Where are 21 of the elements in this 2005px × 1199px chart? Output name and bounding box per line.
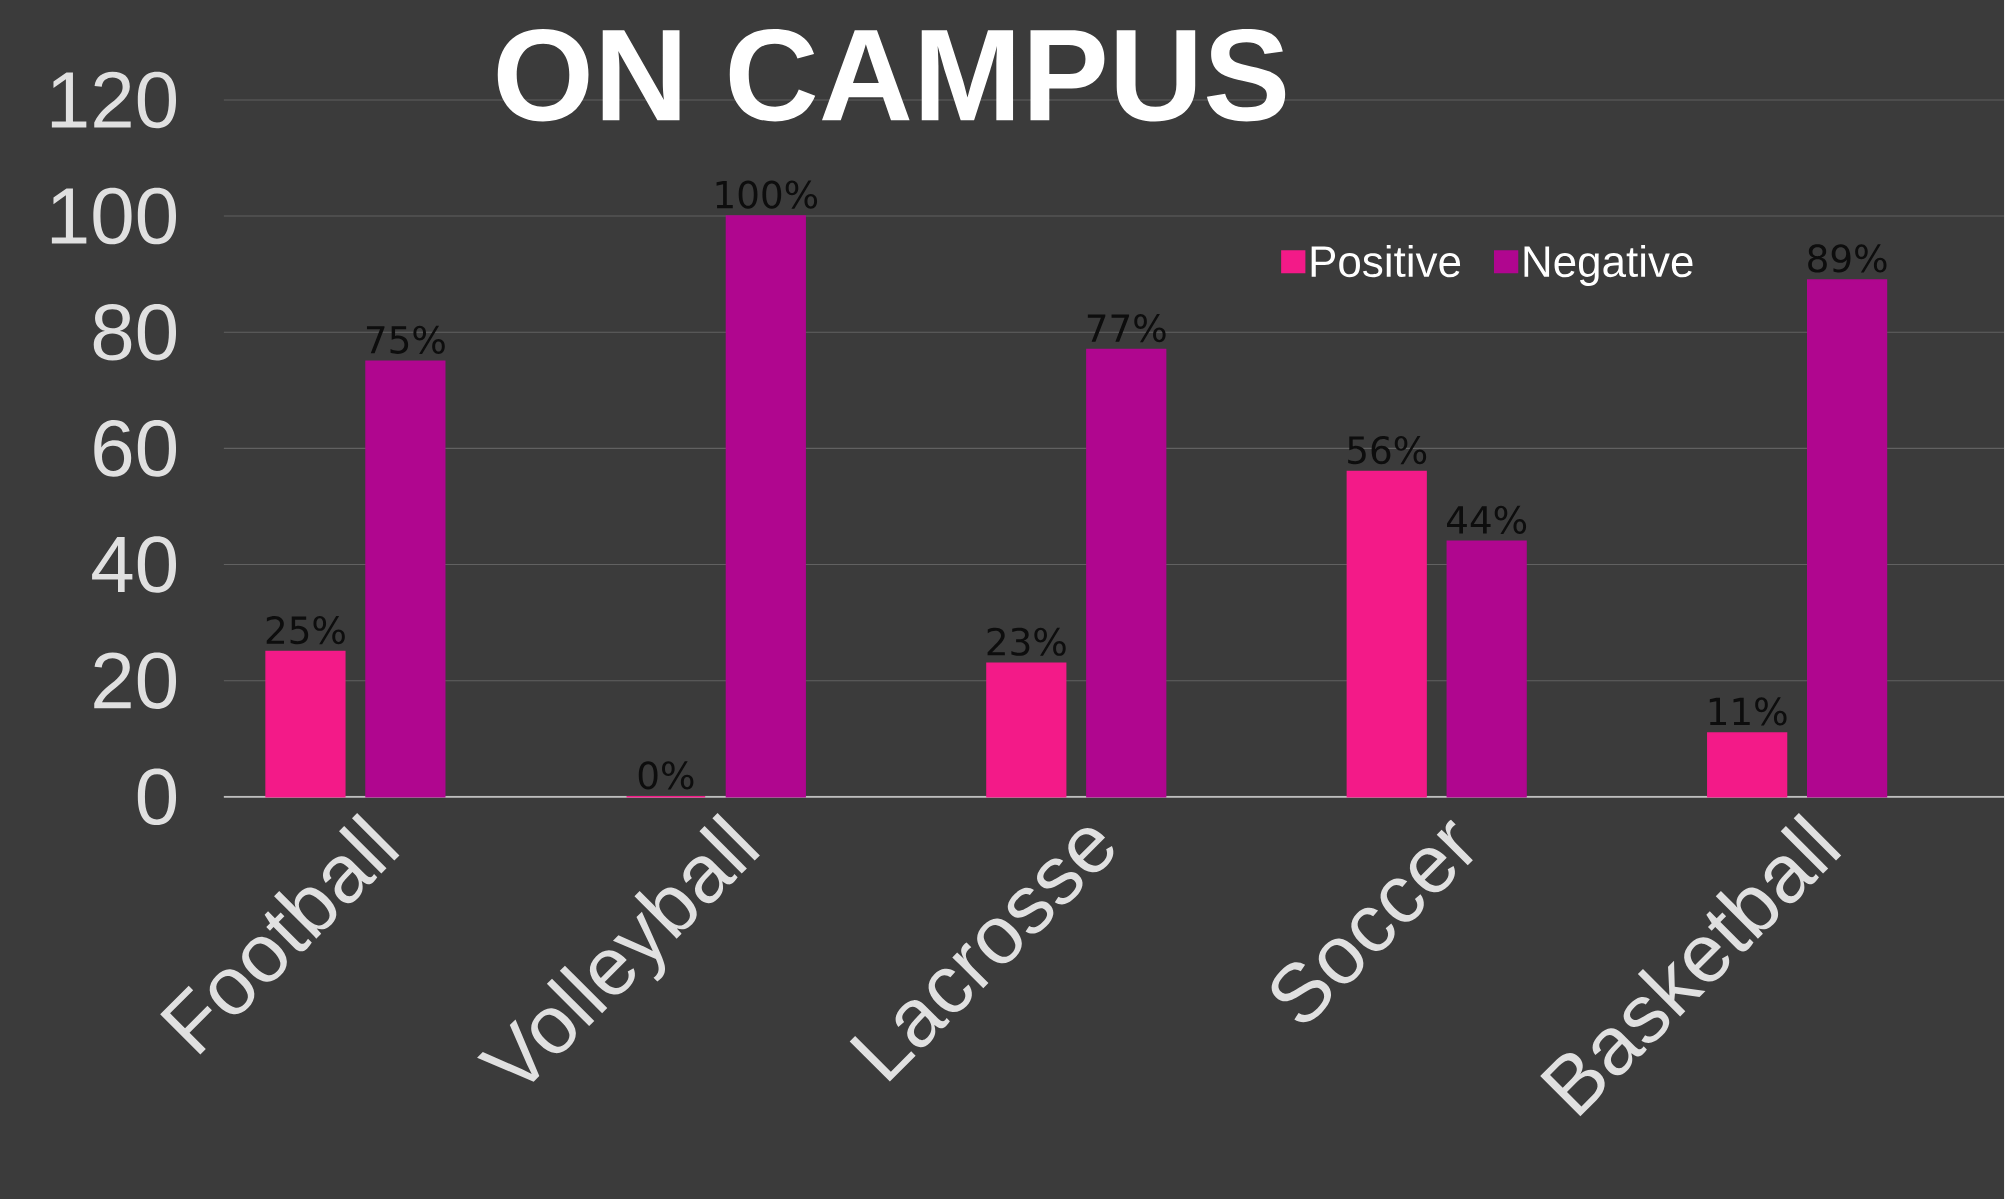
bar — [1086, 348, 1167, 798]
data-label: 75% — [366, 325, 445, 354]
bar — [265, 650, 346, 798]
legend-label: Negative — [1524, 244, 1693, 286]
y-tick-label: 60 — [94, 419, 177, 477]
bar — [986, 662, 1067, 798]
y-tick-label: 120 — [51, 71, 177, 129]
legend-label: Positive — [1311, 244, 1461, 278]
bar — [725, 215, 806, 798]
y-tick-label: 100 — [51, 187, 177, 245]
bar — [1346, 470, 1427, 798]
chart-title: ON CAMPUS — [497, 28, 1286, 122]
bar — [365, 360, 446, 798]
y-tick-label: 40 — [92, 536, 177, 593]
bar — [1446, 540, 1527, 798]
data-label: 77% — [1087, 313, 1166, 343]
y-tick-label: 20 — [94, 652, 177, 709]
data-label: 56% — [1348, 435, 1427, 465]
bar — [1807, 279, 1888, 798]
bar — [1707, 732, 1788, 798]
y-tick-label: 80 — [93, 303, 177, 361]
